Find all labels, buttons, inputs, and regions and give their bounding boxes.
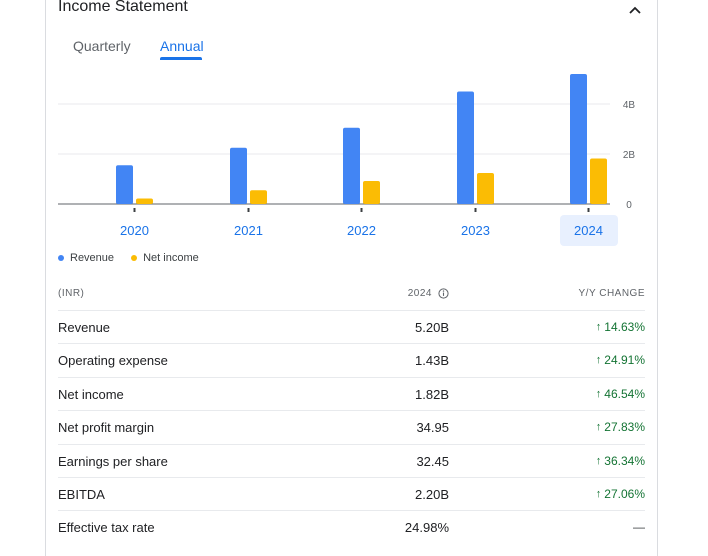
row-value: 5.20B bbox=[415, 320, 449, 335]
year-button-2021[interactable]: 2021 bbox=[234, 223, 263, 238]
row-change: ↑ 14.63% bbox=[596, 320, 645, 334]
chevron-up-icon[interactable] bbox=[627, 2, 643, 18]
table-row: Net profit margin 34.95 ↑ 27.83% bbox=[58, 410, 645, 444]
revenue-bar-2024[interactable] bbox=[570, 74, 587, 204]
legend-revenue: Revenue bbox=[58, 252, 114, 264]
revenue-bar-2022[interactable] bbox=[343, 127, 360, 204]
table-row: Net income 1.82B ↑ 46.54% bbox=[58, 376, 645, 411]
chart-legend: Revenue Net income bbox=[58, 252, 213, 264]
row-value: 1.82B bbox=[415, 386, 449, 402]
legend-net-income-dot bbox=[131, 255, 138, 261]
card-title: Income Statement bbox=[58, 0, 188, 15]
income-chart: 4B 2B 0 bbox=[58, 74, 636, 212]
row-label: Effective tax rate bbox=[58, 520, 155, 536]
row-label: Net income bbox=[58, 386, 124, 402]
table-row: Earnings per share 32.45 ↑ 36.34% bbox=[58, 443, 645, 478]
legend-revenue-dot bbox=[58, 255, 64, 261]
arrow-up-icon: ↑ bbox=[595, 421, 602, 434]
header-year: 2024 bbox=[408, 288, 449, 299]
table-row: EBITDA 2.20B ↑ 27.06% bbox=[58, 477, 645, 511]
revenue-bar-2021[interactable] bbox=[230, 147, 247, 204]
arrow-up-icon: ↑ bbox=[595, 387, 602, 400]
row-change-value: 27.06% bbox=[604, 487, 645, 501]
row-change: ↑ 46.54% bbox=[596, 387, 645, 401]
arrow-up-icon: ↑ bbox=[595, 354, 602, 367]
table-row: Operating expense 1.43B ↑ 24.91% bbox=[58, 343, 645, 377]
year-button-2023[interactable]: 2023 bbox=[461, 223, 490, 238]
year-button-2022[interactable]: 2022 bbox=[347, 223, 376, 238]
row-value: 2.20B bbox=[415, 487, 449, 502]
header-change: Y/Y CHANGE bbox=[578, 288, 645, 299]
tab-active-indicator bbox=[160, 57, 202, 60]
row-label: Earnings per share bbox=[58, 453, 168, 469]
net-income-bar-2020[interactable] bbox=[136, 198, 153, 205]
row-value: 1.43B bbox=[415, 353, 449, 369]
header-currency: (INR) bbox=[58, 288, 85, 299]
row-value: 34.95 bbox=[416, 420, 449, 436]
table-row: Revenue 5.20B ↑ 14.63% bbox=[58, 310, 645, 344]
row-change-value: 24.91% bbox=[604, 353, 645, 368]
net-income-bar-2024[interactable] bbox=[590, 158, 607, 205]
row-change-value: 14.63% bbox=[604, 320, 645, 334]
net-income-bar-2022[interactable] bbox=[363, 181, 380, 204]
net-income-bar-2023[interactable] bbox=[477, 173, 494, 204]
revenue-bar-2023[interactable] bbox=[457, 91, 474, 205]
arrow-up-icon: ↑ bbox=[595, 454, 602, 467]
legend-net-income-label: Net income bbox=[143, 252, 199, 264]
y-tick-label: 4B bbox=[623, 100, 636, 111]
row-change-value: 46.54% bbox=[604, 386, 645, 401]
net-income-bar-2021[interactable] bbox=[250, 190, 267, 204]
header-year-label: 2024 bbox=[407, 288, 432, 299]
table-row: Effective tax rate 24.98% — bbox=[58, 510, 645, 544]
row-change-value: 27.83% bbox=[604, 420, 645, 435]
row-label: Net profit margin bbox=[58, 420, 155, 436]
info-icon[interactable] bbox=[438, 288, 449, 299]
row-change: — bbox=[633, 520, 645, 534]
income-statement-card: Income Statement Quarterly Annual 4B 2B 0 … bbox=[45, 0, 658, 556]
row-label: Operating expense bbox=[58, 353, 168, 369]
legend-revenue-label: Revenue bbox=[70, 252, 115, 264]
legend-net-income: Net income bbox=[131, 252, 199, 264]
row-value: 32.45 bbox=[416, 453, 449, 469]
row-change: ↑ 24.91% bbox=[596, 353, 645, 367]
row-value: 24.98% bbox=[404, 520, 449, 536]
row-label: Revenue bbox=[58, 320, 111, 335]
arrow-up-icon: ↑ bbox=[595, 488, 602, 500]
row-change-value: — bbox=[633, 520, 645, 535]
y-tick-label: 2B bbox=[623, 150, 636, 161]
arrow-up-icon: ↑ bbox=[595, 321, 602, 333]
row-label: EBITDA bbox=[58, 487, 105, 502]
row-change: ↑ 36.34% bbox=[596, 454, 645, 468]
y-tick-label: 0 bbox=[626, 200, 632, 211]
row-change: ↑ 27.83% bbox=[596, 420, 645, 434]
tab-annual[interactable]: Annual bbox=[160, 38, 204, 54]
row-change: ↑ 27.06% bbox=[596, 487, 645, 501]
year-button-2024[interactable]: 2024 bbox=[559, 215, 618, 246]
year-button-2020[interactable]: 2020 bbox=[120, 223, 149, 238]
row-change-value: 36.34% bbox=[604, 453, 645, 468]
tab-quarterly[interactable]: Quarterly bbox=[73, 38, 131, 54]
revenue-bar-2020[interactable] bbox=[116, 165, 133, 204]
